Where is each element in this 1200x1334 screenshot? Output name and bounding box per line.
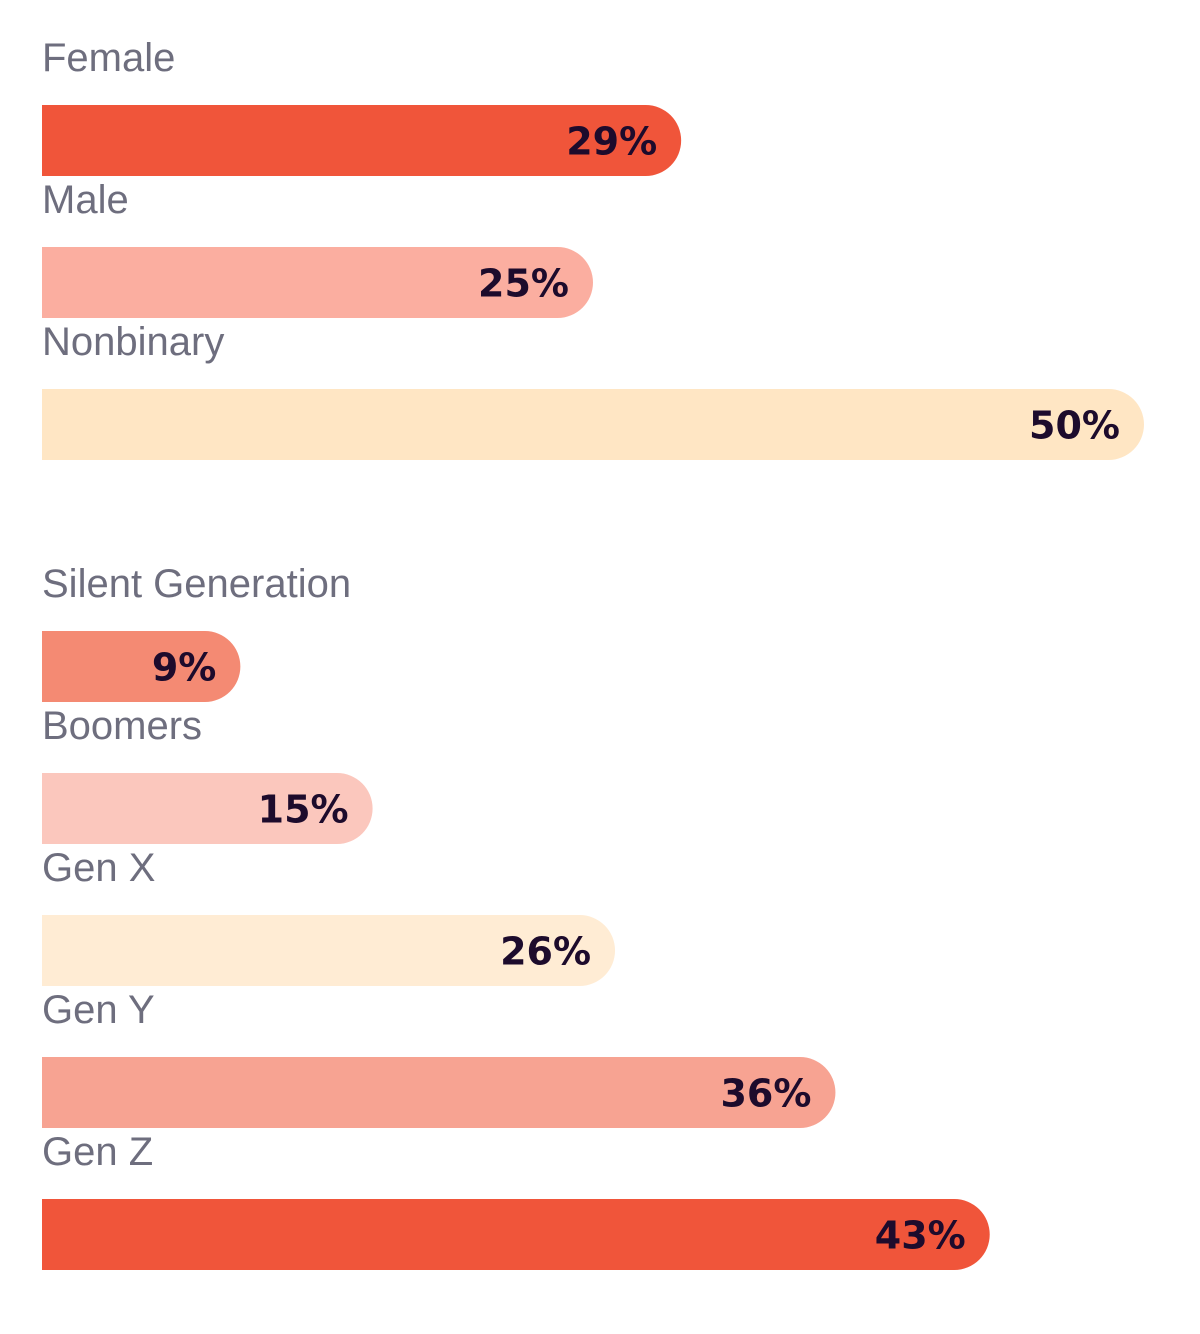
- bar-boomers: [42, 773, 373, 844]
- value-label: 25%: [478, 262, 569, 306]
- value-label: 26%: [500, 930, 591, 974]
- category-label: Boomers: [42, 704, 202, 748]
- value-label: 29%: [566, 120, 657, 164]
- category-label: Female: [42, 36, 175, 80]
- bar-male: [42, 247, 593, 318]
- value-label: 50%: [1029, 404, 1120, 448]
- value-label: 15%: [258, 788, 349, 832]
- value-label: 43%: [875, 1214, 966, 1258]
- bar-nonbinary: [42, 389, 1144, 460]
- bar-gen-x: [42, 915, 616, 986]
- category-label: Male: [42, 178, 129, 222]
- bar-gen-y: [42, 1057, 836, 1128]
- category-label: Gen Y: [42, 988, 155, 1032]
- bar-gen-z: [42, 1199, 990, 1270]
- bar-silent-generation: [42, 631, 241, 702]
- category-label: Nonbinary: [42, 320, 224, 364]
- category-label: Gen X: [42, 846, 155, 890]
- value-label: 9%: [152, 646, 217, 690]
- category-label: Silent Generation: [42, 562, 351, 606]
- value-label: 36%: [720, 1072, 811, 1116]
- category-label: Gen Z: [42, 1130, 153, 1174]
- bar-female: [42, 105, 682, 176]
